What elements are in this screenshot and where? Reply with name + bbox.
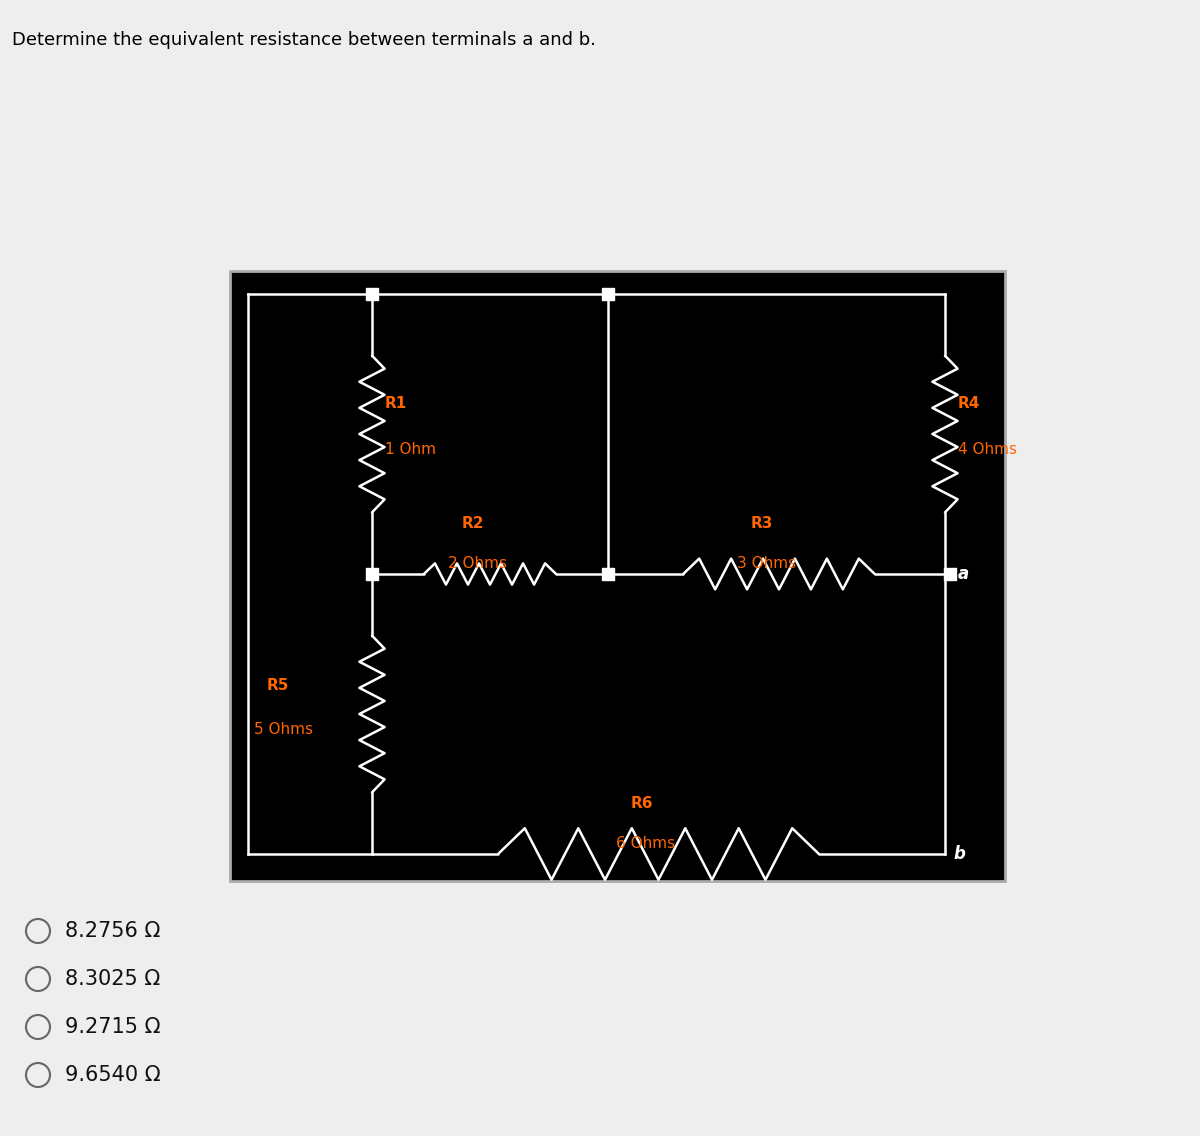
- Text: 9.2715 Ω: 9.2715 Ω: [65, 1017, 161, 1037]
- Text: 5 Ohms: 5 Ohms: [254, 721, 313, 736]
- Text: R3: R3: [751, 517, 773, 532]
- Bar: [230, 272, 1006, 882]
- Point: [362, 565, 382, 583]
- Text: b: b: [953, 845, 965, 863]
- Text: a: a: [958, 565, 970, 583]
- Text: 8.2756 Ω: 8.2756 Ω: [65, 921, 161, 941]
- Text: 9.6540 Ω: 9.6540 Ω: [65, 1066, 161, 1085]
- Text: 1 Ohm: 1 Ohm: [385, 442, 436, 457]
- Text: R1: R1: [385, 396, 407, 411]
- Text: R4: R4: [958, 396, 980, 411]
- Text: 6 Ohms: 6 Ohms: [617, 836, 676, 852]
- Text: 3 Ohms: 3 Ohms: [737, 557, 796, 571]
- Text: Determine the equivalent resistance between terminals a and b.: Determine the equivalent resistance betw…: [12, 31, 596, 49]
- Text: 2 Ohms: 2 Ohms: [448, 557, 508, 571]
- Text: R2: R2: [462, 517, 485, 532]
- Text: 8.3025 Ω: 8.3025 Ω: [65, 969, 161, 989]
- Text: R5: R5: [266, 678, 289, 693]
- Text: R6: R6: [630, 796, 653, 811]
- Point: [599, 285, 618, 303]
- Text: 4 Ohms: 4 Ohms: [958, 442, 1018, 457]
- Point: [599, 565, 618, 583]
- Point: [362, 285, 382, 303]
- Point: [941, 565, 960, 583]
